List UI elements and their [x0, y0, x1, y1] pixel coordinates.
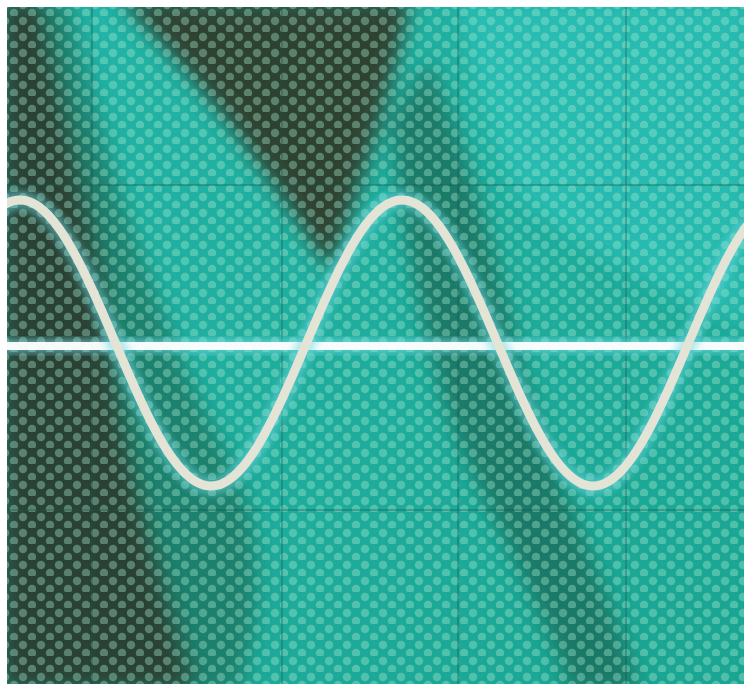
baseline-trace: [0, 339, 751, 353]
sine-trace: [0, 190, 751, 496]
